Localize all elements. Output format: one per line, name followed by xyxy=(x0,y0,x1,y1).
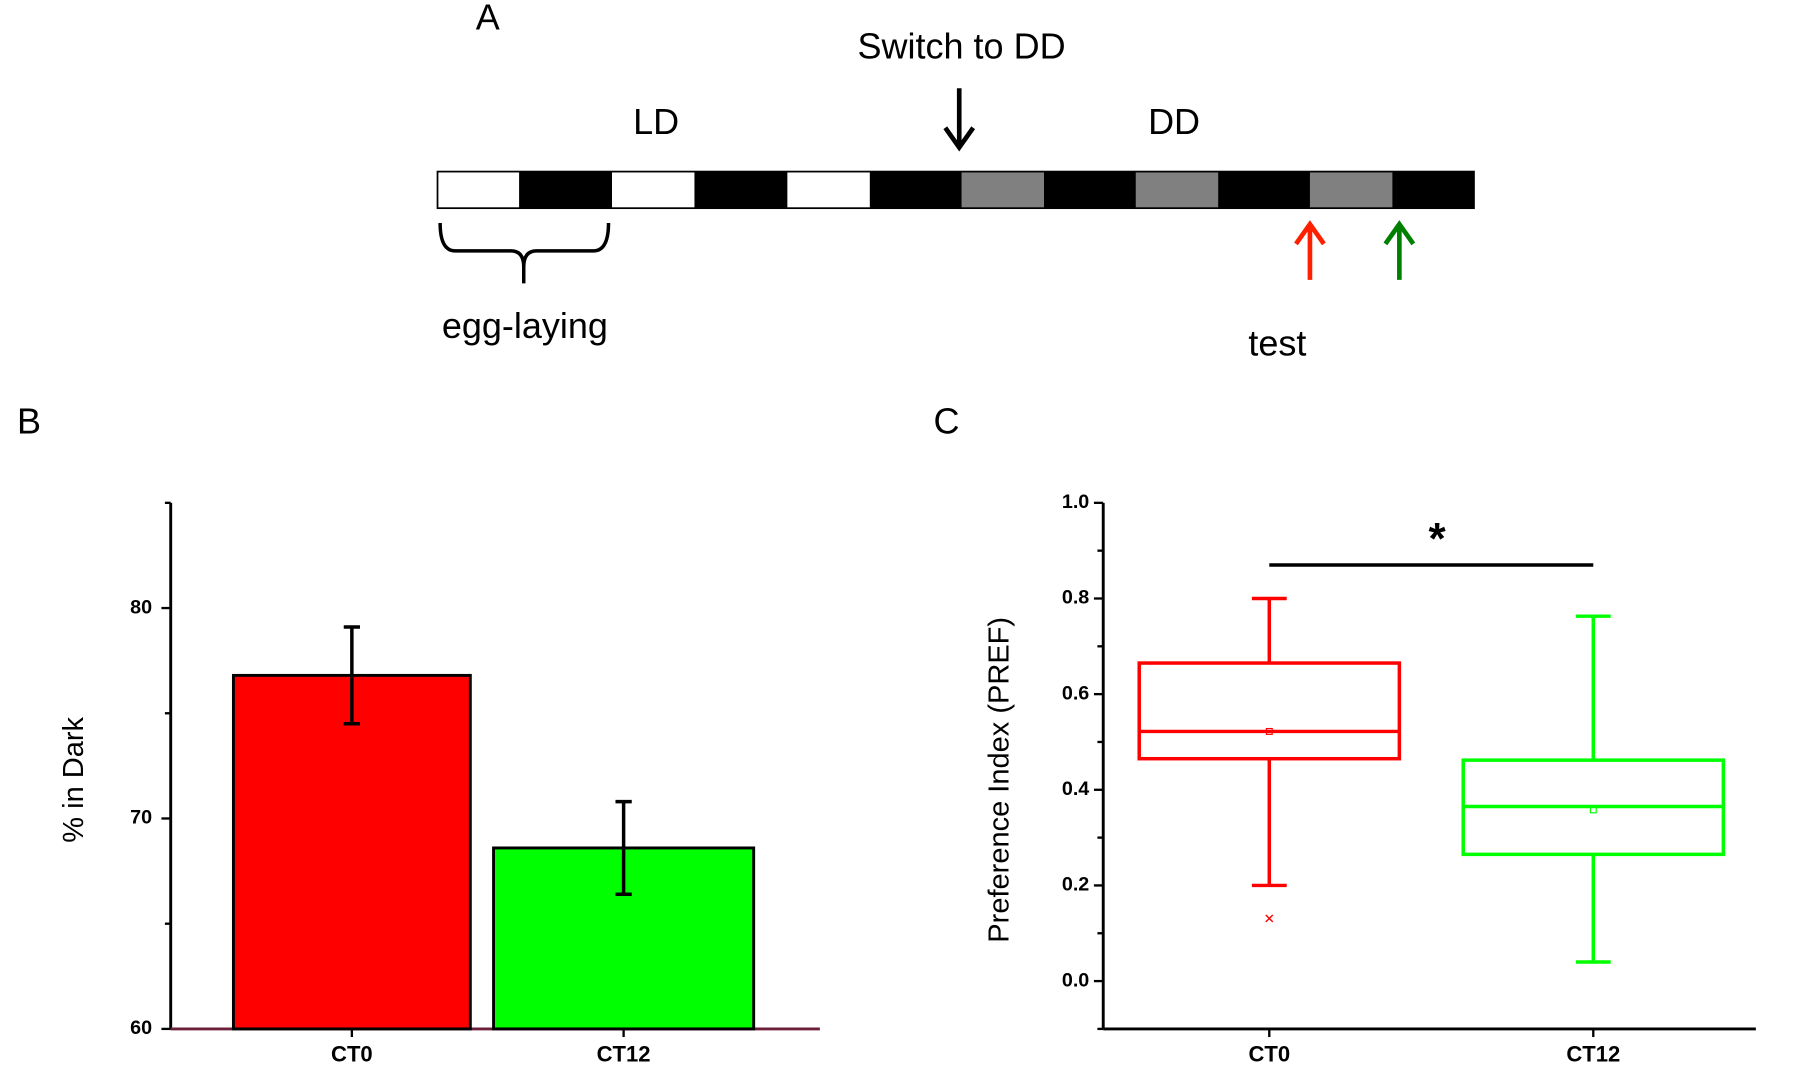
y-tick-label: 80 xyxy=(130,596,152,618)
panel-label: C xyxy=(933,400,959,441)
y-tick-label: 1.0 xyxy=(1062,491,1089,513)
error-bar xyxy=(615,799,632,896)
x-tick-label: CT12 xyxy=(597,1041,651,1066)
test-label: test xyxy=(1248,323,1306,364)
x-tick-label: CT12 xyxy=(1566,1041,1620,1066)
y-tick-label: 0.2 xyxy=(1062,874,1089,896)
x-tick-label: CT0 xyxy=(1248,1041,1290,1066)
arrows xyxy=(438,88,1416,284)
y-tick-label: 0.0 xyxy=(1062,969,1089,991)
box xyxy=(1137,661,1402,761)
panel-label: A xyxy=(476,0,500,37)
ld-label: LD xyxy=(633,101,679,142)
x-tick-label: CT0 xyxy=(331,1041,373,1066)
y-tick-label: 60 xyxy=(130,1017,152,1039)
outlier xyxy=(1265,914,1274,923)
dd-label: DD xyxy=(1148,101,1200,142)
whisker-low xyxy=(1575,854,1611,964)
mean xyxy=(1265,727,1273,735)
y-axis-label: Preference Index (PREF) xyxy=(984,617,1016,943)
whisker-low xyxy=(1251,758,1287,888)
bar xyxy=(231,673,472,1031)
significance-label: * xyxy=(1429,514,1447,563)
whisker-high xyxy=(1251,596,1287,664)
y-axis-label: % in Dark xyxy=(58,716,90,842)
whisker-high xyxy=(1575,614,1611,761)
y-tick-label: 0.8 xyxy=(1062,587,1089,609)
y-tick-label: 70 xyxy=(130,807,152,829)
egg-label: egg-laying xyxy=(442,305,608,346)
y-tick-label: 0.4 xyxy=(1062,778,1089,800)
switch-label: Switch to DD xyxy=(858,25,1066,66)
error-bar xyxy=(343,625,360,726)
mean xyxy=(1589,806,1597,814)
timeline xyxy=(436,170,1475,210)
panel-label: B xyxy=(17,400,41,441)
y-tick-label: 0.6 xyxy=(1062,682,1089,704)
